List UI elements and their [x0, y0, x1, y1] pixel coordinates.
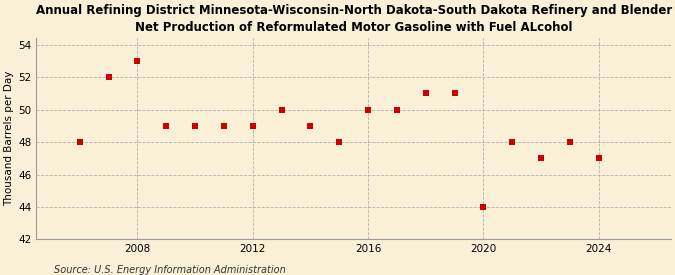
Title: Annual Refining District Minnesota-Wisconsin-North Dakota-South Dakota Refinery : Annual Refining District Minnesota-Wisco… [36, 4, 672, 34]
Point [449, 91, 460, 95]
Point [132, 59, 143, 63]
Point [305, 123, 316, 128]
Point [564, 140, 575, 144]
Point [362, 107, 373, 112]
Point [190, 123, 200, 128]
Point [392, 107, 402, 112]
Point [103, 75, 114, 79]
Point [536, 156, 547, 161]
Text: Source: U.S. Energy Information Administration: Source: U.S. Energy Information Administ… [54, 265, 286, 275]
Point [507, 140, 518, 144]
Point [74, 140, 85, 144]
Point [219, 123, 230, 128]
Point [334, 140, 345, 144]
Point [593, 156, 604, 161]
Point [247, 123, 258, 128]
Y-axis label: Thousand Barrels per Day: Thousand Barrels per Day [4, 71, 14, 207]
Point [478, 205, 489, 209]
Point [421, 91, 431, 95]
Point [161, 123, 171, 128]
Point [276, 107, 287, 112]
